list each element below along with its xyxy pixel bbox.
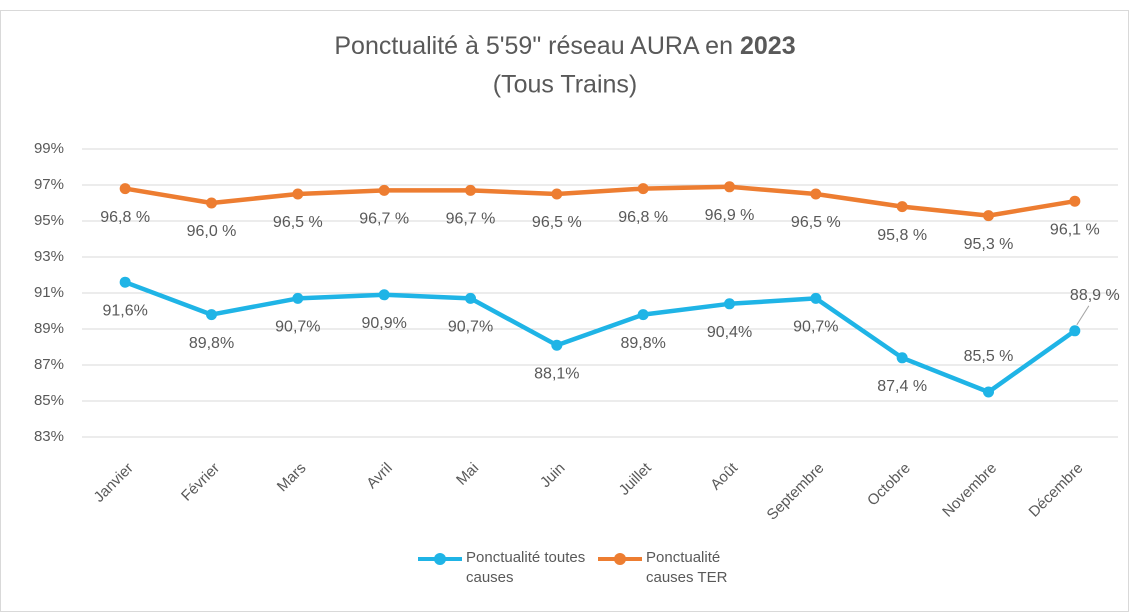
- y-tick-label: 97%: [34, 176, 64, 193]
- data-label: 96,8 %: [100, 209, 150, 226]
- point: [724, 298, 735, 310]
- y-tick-label: 83%: [34, 428, 64, 445]
- data-label: 96,7 %: [359, 211, 409, 228]
- point: [206, 197, 217, 209]
- point: [551, 339, 563, 351]
- point: [1069, 325, 1081, 337]
- y-tick-label: 89%: [34, 320, 64, 337]
- legend-item: Ponctualité causes TER: [598, 548, 766, 588]
- y-tick-label: 87%: [34, 356, 64, 373]
- point: [292, 292, 304, 304]
- legend-swatch: [418, 553, 462, 565]
- data-label: 91,6%: [102, 302, 147, 319]
- data-label: 96,1 %: [1050, 221, 1100, 238]
- point: [206, 309, 217, 321]
- chart-border: [0, 10, 1129, 612]
- point: [637, 309, 649, 321]
- point: [378, 289, 390, 301]
- point: [378, 184, 390, 196]
- point: [292, 188, 304, 200]
- leader-line: [1076, 305, 1090, 326]
- legend-label: Ponctualité causes TER: [646, 549, 728, 586]
- legend-marker: [614, 553, 626, 565]
- data-label: 96,7 %: [446, 211, 496, 228]
- data-label: 96,9 %: [705, 207, 755, 224]
- data-label: 88,1%: [534, 365, 579, 382]
- data-label: 89,8%: [620, 335, 665, 352]
- point: [810, 188, 822, 200]
- title-text: Ponctualité à 5'59" réseau AURA en: [334, 32, 733, 60]
- data-label: 88,9 %: [1070, 287, 1120, 304]
- point: [1069, 195, 1081, 207]
- legend-item: Ponctualité toutes causes: [418, 548, 586, 588]
- y-tick-label: 99%: [34, 140, 64, 157]
- data-label: 96,8 %: [618, 209, 668, 226]
- data-label: 90,9%: [361, 315, 406, 332]
- data-label: 90,7%: [448, 319, 493, 336]
- point: [896, 352, 908, 364]
- point: [810, 292, 822, 304]
- y-tick-label: 91%: [34, 284, 64, 301]
- series-line: [124, 280, 1077, 395]
- series-line: [124, 184, 1076, 218]
- legend-label: Ponctualité toutes causes: [466, 549, 586, 586]
- y-tick-label: 85%: [34, 392, 64, 409]
- point: [896, 201, 908, 213]
- y-tick-label: 95%: [34, 212, 64, 229]
- point: [551, 188, 563, 200]
- point: [637, 183, 649, 195]
- data-label: 90,7%: [275, 319, 320, 336]
- title-year: 2023: [740, 32, 796, 60]
- y-tick-label: 93%: [34, 248, 64, 265]
- data-label: 96,5 %: [273, 214, 323, 231]
- point: [983, 386, 994, 398]
- point: [119, 183, 131, 195]
- point: [465, 184, 476, 196]
- data-label: 90,4%: [707, 324, 752, 341]
- data-label: 96,5 %: [532, 214, 582, 231]
- data-label: 87,4 %: [877, 378, 927, 395]
- point: [465, 292, 476, 304]
- data-label: 89,8%: [189, 335, 234, 352]
- data-label: 96,5 %: [791, 214, 841, 231]
- legend-swatch: [598, 553, 642, 565]
- data-label: 90,7%: [793, 319, 838, 336]
- legend-marker: [434, 553, 446, 565]
- point: [724, 181, 735, 193]
- data-label: 95,8 %: [877, 227, 927, 244]
- chart-title: Ponctualité à 5'59" réseau AURA en 2023: [334, 32, 795, 60]
- data-label: 96,0 %: [187, 223, 237, 240]
- point: [119, 276, 131, 288]
- data-label: 95,3 %: [964, 236, 1014, 253]
- data-label: 85,5 %: [964, 348, 1014, 365]
- chart-subtitle: (Tous Trains): [493, 71, 637, 99]
- point: [983, 210, 994, 222]
- legend: Ponctualité toutes causes Ponctualité cau…: [418, 548, 778, 588]
